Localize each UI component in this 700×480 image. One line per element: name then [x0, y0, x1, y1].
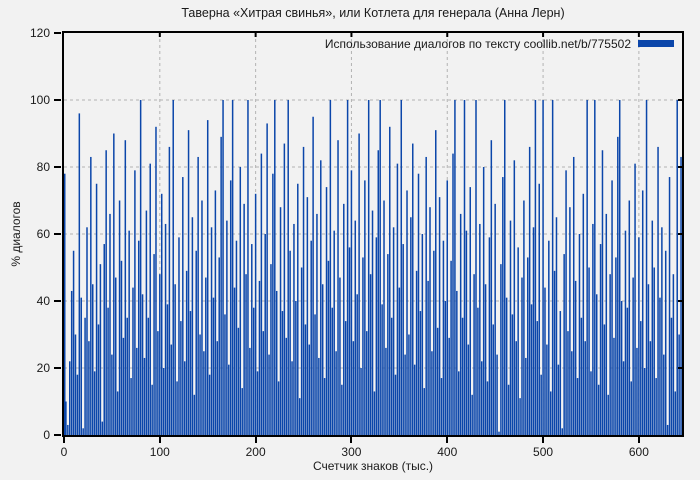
x-tick-label: 500 — [533, 445, 554, 459]
plot-area — [62, 31, 684, 437]
y-tick-mark — [54, 367, 61, 369]
x-tick-label: 100 — [149, 445, 170, 459]
x-tick-mark — [63, 437, 65, 443]
bars-canvas — [64, 33, 682, 435]
x-tick-mark — [158, 437, 161, 443]
y-tick-mark — [54, 32, 61, 34]
y-tick-mark — [54, 99, 61, 101]
y-tick-label: 20 — [36, 361, 50, 375]
x-tick-mark — [637, 437, 640, 443]
x-tick-mark — [254, 437, 257, 443]
x-axis-label: Счетчик знаков (тыс.) — [312, 459, 434, 473]
y-tick-label: 40 — [36, 294, 50, 308]
y-tick-mark — [54, 300, 61, 302]
y-tick-label: 120 — [29, 26, 50, 40]
y-tick-mark — [54, 233, 61, 235]
x-tick-mark — [446, 437, 449, 443]
y-tick-mark — [54, 166, 61, 168]
x-tick-label: 600 — [628, 445, 649, 459]
x-tick-label: 0 — [60, 445, 68, 459]
x-tick-mark — [350, 437, 353, 443]
x-tick-label: 200 — [245, 445, 266, 459]
y-tick-mark — [54, 434, 61, 436]
x-tick-label: 400 — [437, 445, 458, 459]
x-tick-mark — [542, 437, 545, 443]
y-tick-label: 100 — [29, 93, 50, 107]
y-tick-label: 60 — [36, 227, 50, 241]
chart-title: Таверна «Хитрая свинья», или Котлета для… — [181, 6, 565, 20]
legend: Использование диалогов по тексту coollib… — [324, 36, 674, 51]
y-tick-label: 0 — [43, 428, 50, 442]
legend-label: Использование диалогов по тексту coollib… — [324, 36, 631, 51]
legend-swatch-icon — [638, 40, 674, 47]
y-tick-label: 80 — [36, 160, 50, 174]
x-tick-label: 300 — [341, 445, 362, 459]
